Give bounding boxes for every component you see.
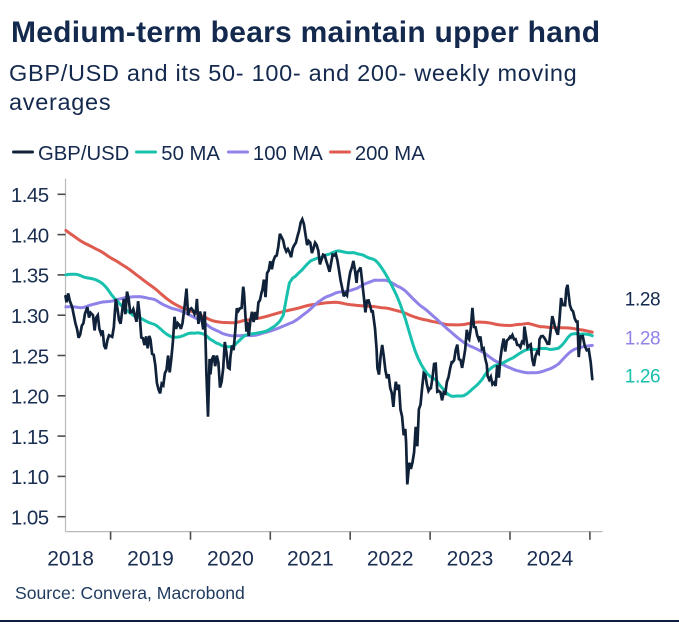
svg-text:1.10: 1.10	[11, 466, 49, 489]
svg-text:2019: 2019	[127, 548, 174, 571]
svg-text:1.05: 1.05	[11, 506, 49, 529]
svg-text:1.15: 1.15	[11, 426, 49, 449]
svg-text:1.28: 1.28	[625, 290, 660, 311]
svg-text:1.25: 1.25	[11, 345, 49, 368]
svg-text:2018: 2018	[47, 548, 94, 571]
svg-text:2022: 2022	[367, 548, 414, 571]
svg-text:1.20: 1.20	[11, 386, 49, 409]
svg-text:2023: 2023	[447, 548, 494, 571]
svg-text:1.26: 1.26	[625, 366, 660, 387]
svg-text:1.40: 1.40	[11, 224, 49, 247]
svg-text:2020: 2020	[207, 548, 254, 571]
svg-text:1.45: 1.45	[11, 184, 49, 207]
svg-text:1.35: 1.35	[11, 265, 49, 288]
svg-text:2024: 2024	[527, 548, 574, 571]
svg-text:1.30: 1.30	[11, 305, 49, 328]
svg-text:1.28: 1.28	[625, 329, 660, 350]
svg-text:2021: 2021	[287, 548, 334, 571]
